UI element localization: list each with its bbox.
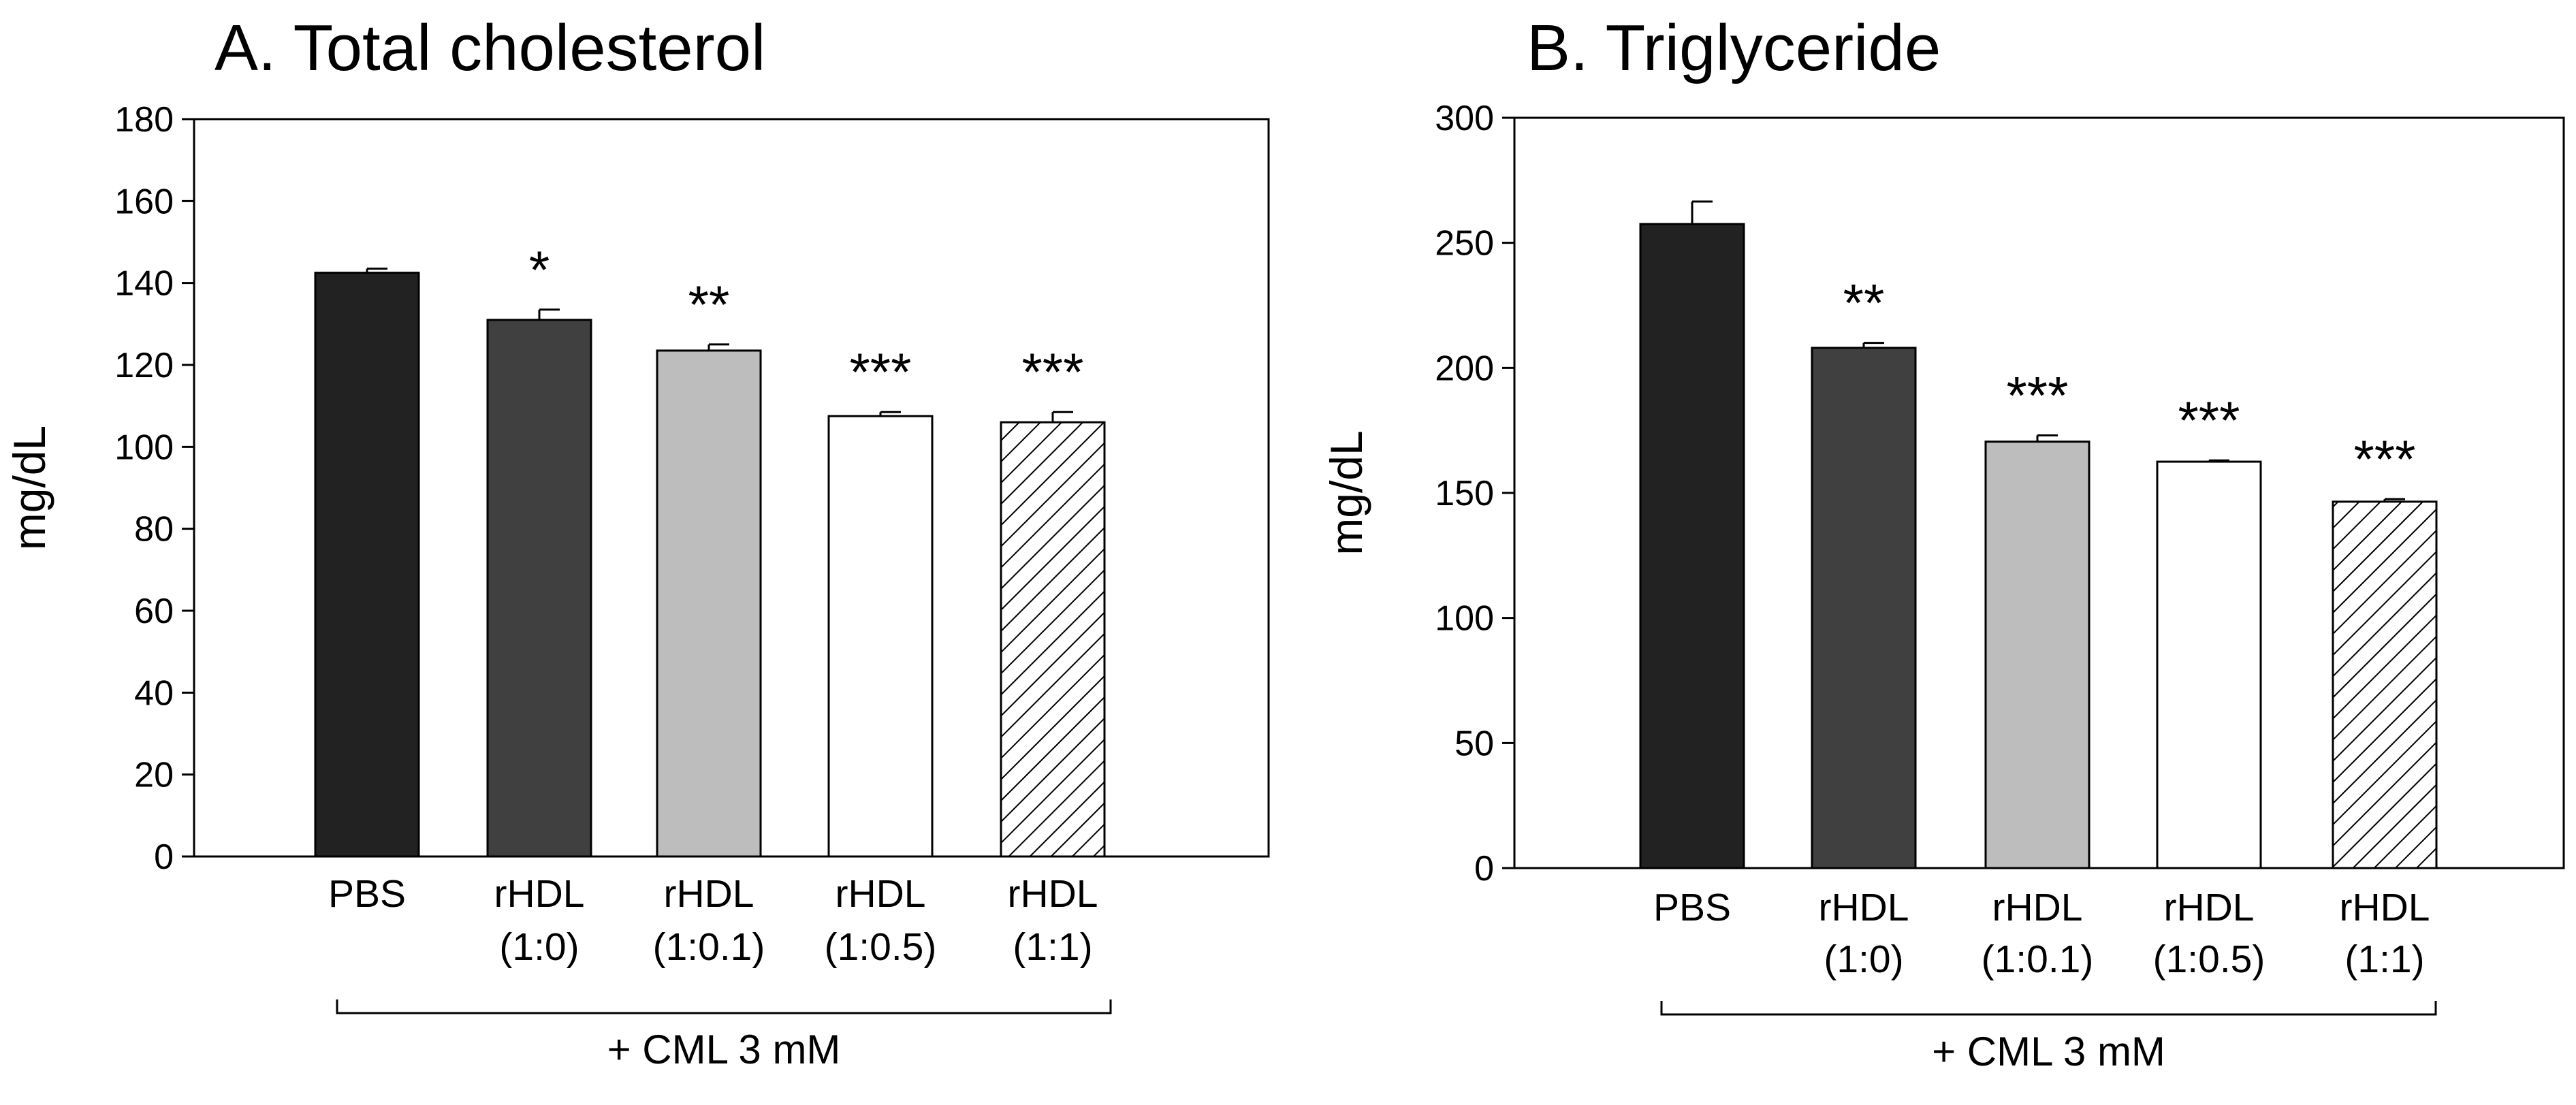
x-category-sublabel: (1:0) xyxy=(499,925,579,969)
x-category-label: rHDL xyxy=(2163,886,2254,929)
chart-panel-total-cholesterol: A. Total cholesterol mg/dL 0 20 40 60 80 100 120… xyxy=(4,12,1270,1072)
group-bracket xyxy=(1660,1001,2437,1016)
y-tick-label: 0 xyxy=(1474,849,1494,888)
significance-marker: * xyxy=(529,240,550,300)
group-bracket xyxy=(336,999,1112,1014)
significance-marker: *** xyxy=(2006,366,2068,426)
y-tick-label: 50 xyxy=(1454,724,1494,763)
x-category-label: rHDL xyxy=(1818,886,1909,929)
y-tick-label: 150 xyxy=(1435,474,1494,513)
bar xyxy=(2156,460,2262,869)
bar xyxy=(314,272,420,858)
bar xyxy=(1984,441,2090,869)
y-tick-label: 300 xyxy=(1435,99,1494,138)
y-tick-label: 100 xyxy=(1435,599,1494,639)
chart-panel-triglyceride: B. Triglyceride mg/dL 0 50 100 150 200 250 300 PB… xyxy=(1321,12,2565,1074)
y-tick-label: 0 xyxy=(154,837,174,877)
y-tick-label: 140 xyxy=(114,264,174,304)
group-label: + CML 3 mM xyxy=(1932,1029,2165,1074)
x-category-sublabel: (1:0.1) xyxy=(653,925,765,969)
bar xyxy=(1000,421,1106,858)
x-category-label: PBS xyxy=(328,872,406,916)
x-category-sublabel: (1:0.5) xyxy=(825,925,937,969)
x-category-label: rHDL xyxy=(663,872,754,916)
significance-marker: *** xyxy=(2178,390,2240,450)
significance-marker: ** xyxy=(1843,273,1885,333)
x-category-label: rHDL xyxy=(2339,886,2430,929)
y-tick-label: 60 xyxy=(134,592,174,631)
y-tick-label: 100 xyxy=(114,428,174,467)
significance-marker: ** xyxy=(688,274,730,334)
x-category-label: rHDL xyxy=(1007,872,1098,916)
bar xyxy=(2332,500,2438,869)
y-tick-label: 200 xyxy=(1435,349,1494,388)
significance-marker: *** xyxy=(1021,342,1083,402)
y-tick-label: 40 xyxy=(134,673,174,713)
significance-marker: *** xyxy=(2353,429,2415,489)
y-tick-label: 20 xyxy=(134,756,174,795)
y-tick-label: 180 xyxy=(114,100,174,140)
chart-title: A. Total cholesterol xyxy=(214,12,765,84)
bar xyxy=(486,319,592,858)
x-category-sublabel: (1:0) xyxy=(1824,938,1903,981)
x-category-sublabel: (1:1) xyxy=(1013,925,1092,969)
x-category-label: rHDL xyxy=(1992,886,2082,929)
y-tick-label: 160 xyxy=(114,182,174,221)
y-axis-label: mg/dL xyxy=(1321,430,1371,555)
x-category-sublabel: (1:0.1) xyxy=(1982,938,2094,981)
x-category-sublabel: (1:0.5) xyxy=(2153,938,2265,981)
bar xyxy=(1639,223,1745,869)
x-category-label: rHDL xyxy=(835,872,925,916)
x-category-label: PBS xyxy=(1653,886,1731,929)
plot-frame xyxy=(1513,116,2565,869)
y-tick-label: 120 xyxy=(114,346,174,385)
y-axis-label: mg/dL xyxy=(4,426,54,550)
y-tick-label: 80 xyxy=(134,510,174,549)
bar xyxy=(656,349,762,858)
chart-title: B. Triglyceride xyxy=(1527,12,1941,84)
bar xyxy=(827,415,934,858)
significance-marker: *** xyxy=(849,342,911,402)
x-category-label: rHDL xyxy=(494,872,584,916)
bar xyxy=(1811,347,1917,869)
plot-frame xyxy=(193,118,1270,858)
x-category-sublabel: (1:1) xyxy=(2344,938,2424,981)
group-label: + CML 3 mM xyxy=(607,1027,841,1072)
y-tick-label: 250 xyxy=(1435,224,1494,263)
